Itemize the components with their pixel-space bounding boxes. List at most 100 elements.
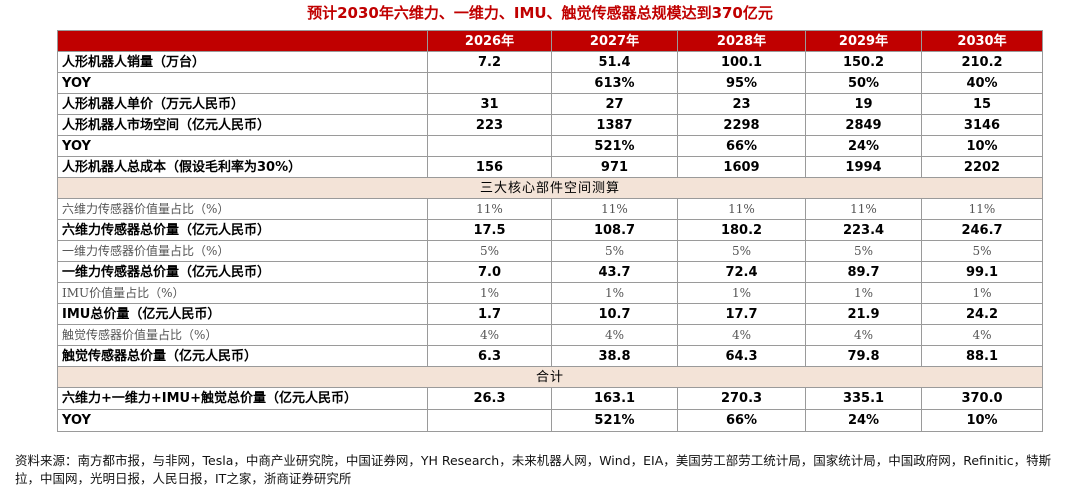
- source-note: 资料来源：南方都市报，与非网，Tesla，中商产业研究院，中国证券网，YH Re…: [15, 453, 1052, 486]
- table-cell: 31: [427, 93, 552, 115]
- table-cell: 4%: [551, 324, 678, 346]
- table-cell: 180.2: [677, 219, 806, 241]
- row-label: 人形机器人市场空间（亿元人民币）: [57, 114, 428, 136]
- table-row: 人形机器人单价（万元人民币） 31 27 23 19 15: [57, 93, 1043, 115]
- table-cell: 11%: [677, 198, 806, 220]
- table-cell: 1609: [677, 156, 806, 178]
- table-cell: 1%: [551, 282, 678, 304]
- table-row: 一维力传感器总价量（亿元人民币） 7.0 43.7 72.4 89.7 99.1: [57, 261, 1043, 283]
- table-cell: 1%: [427, 282, 552, 304]
- table-cell: 1%: [805, 282, 922, 304]
- row-label: 一维力传感器总价量（亿元人民币）: [57, 261, 428, 283]
- table-cell: 108.7: [551, 219, 678, 241]
- header-year: 2026年: [427, 30, 552, 52]
- table-row: 一维力传感器价值量占比（%） 5% 5% 5% 5% 5%: [57, 240, 1043, 262]
- table-cell: 11%: [551, 198, 678, 220]
- row-label: 触觉传感器价值量占比（%）: [57, 324, 428, 346]
- table-cell: 10%: [921, 409, 1043, 432]
- table-cell: 66%: [677, 409, 806, 432]
- table-cell: 2849: [805, 114, 922, 136]
- table-row: IMU总价量（亿元人民币） 1.7 10.7 17.7 21.9 24.2: [57, 303, 1043, 325]
- table-cell: 19: [805, 93, 922, 115]
- table-cell: 79.8: [805, 345, 922, 367]
- table-cell: 521%: [551, 135, 678, 157]
- table-cell: 4%: [677, 324, 806, 346]
- table-row: 六维力+一维力+IMU+触觉总价量（亿元人民币） 26.3 163.1 270.3 33…: [57, 387, 1043, 410]
- row-label: IMU价值量占比（%）: [57, 282, 428, 304]
- table-cell: 26.3: [427, 387, 552, 410]
- row-label: 人形机器人销量（万台）: [57, 51, 428, 73]
- header-year: 2029年: [805, 30, 922, 52]
- table-cell: 1.7: [427, 303, 552, 325]
- table-cell: 1%: [677, 282, 806, 304]
- table-cell: 2202: [921, 156, 1043, 178]
- table-cell: 17.5: [427, 219, 552, 241]
- table-row: 触觉传感器价值量占比（%） 4% 4% 4% 4% 4%: [57, 324, 1043, 346]
- row-label: 人形机器人单价（万元人民币）: [57, 93, 428, 115]
- table-cell: 335.1: [805, 387, 922, 410]
- table-cell: 1387: [551, 114, 678, 136]
- table-row: 触觉传感器总价量（亿元人民币） 6.3 38.8 64.3 79.8 88.1: [57, 345, 1043, 367]
- table-cell: 521%: [551, 409, 678, 432]
- row-label: 人形机器人总成本（假设毛利率为30%）: [57, 156, 428, 178]
- table-cell: 89.7: [805, 261, 922, 283]
- table-cell: 64.3: [677, 345, 806, 367]
- table-cell: 40%: [921, 72, 1043, 94]
- section-heading: 三大核心部件空间测算: [57, 177, 1043, 199]
- table-cell: 223.4: [805, 219, 922, 241]
- table-cell: 4%: [427, 324, 552, 346]
- table-cell: 72.4: [677, 261, 806, 283]
- table-cell: 5%: [427, 240, 552, 262]
- table-cell: 150.2: [805, 51, 922, 73]
- table-row: IMU价值量占比（%） 1% 1% 1% 1% 1%: [57, 282, 1043, 304]
- table-cell: 156: [427, 156, 552, 178]
- table-cell: 210.2: [921, 51, 1043, 73]
- row-label: YOY: [57, 135, 428, 157]
- table-row: YOY 521% 66% 24% 10%: [57, 135, 1043, 157]
- table-cell: [427, 72, 552, 94]
- table-cell: 15: [921, 93, 1043, 115]
- table-cell: 5%: [921, 240, 1043, 262]
- table-cell: [427, 135, 552, 157]
- table-cell: 5%: [805, 240, 922, 262]
- row-label: YOY: [57, 72, 428, 94]
- table-cell: 17.7: [677, 303, 806, 325]
- table-cell: 971: [551, 156, 678, 178]
- table-cell: 38.8: [551, 345, 678, 367]
- table-cell: 5%: [677, 240, 806, 262]
- row-label: 六维力+一维力+IMU+触觉总价量（亿元人民币）: [57, 387, 428, 410]
- table-cell: 24%: [805, 409, 922, 432]
- table-row: 人形机器人销量（万台） 7.2 51.4 100.1 150.2 210.2: [57, 51, 1043, 73]
- table-cell: 370.0: [921, 387, 1043, 410]
- table-cell: 7.0: [427, 261, 552, 283]
- table-cell: 11%: [805, 198, 922, 220]
- header-year: 2028年: [677, 30, 806, 52]
- header-row: 2026年 2027年 2028年 2029年 2030年: [57, 30, 1043, 52]
- table-cell: 88.1: [921, 345, 1043, 367]
- row-label: 触觉传感器总价量（亿元人民币）: [57, 345, 428, 367]
- table-cell: 5%: [551, 240, 678, 262]
- table-cell: 24.2: [921, 303, 1043, 325]
- table-cell: 223: [427, 114, 552, 136]
- table-cell: 3146: [921, 114, 1043, 136]
- table-cell: 613%: [551, 72, 678, 94]
- page-title: 预计2030年六维力、一维力、IMU、触觉传感器总规模达到370亿元: [307, 4, 773, 22]
- table-row: 六维力传感器总价量（亿元人民币） 17.5 108.7 180.2 223.4 246.7: [57, 219, 1043, 241]
- table-cell: 6.3: [427, 345, 552, 367]
- table-row: YOY 521% 66% 24% 10%: [57, 409, 1043, 432]
- table-cell: 270.3: [677, 387, 806, 410]
- table-cell: 1994: [805, 156, 922, 178]
- market-size-table: 2026年 2027年 2028年 2029年 2030年 人形机器人销量（万台…: [57, 30, 1043, 432]
- header-year: 2030年: [921, 30, 1043, 52]
- row-label: IMU总价量（亿元人民币）: [57, 303, 428, 325]
- table-cell: 10.7: [551, 303, 678, 325]
- table-cell: 2298: [677, 114, 806, 136]
- header-corner: [57, 30, 428, 52]
- table-row: 人形机器人总成本（假设毛利率为30%） 156 971 1609 1994 2202: [57, 156, 1043, 178]
- table-cell: 7.2: [427, 51, 552, 73]
- section-heading: 合计: [57, 366, 1043, 388]
- table-cell: 4%: [921, 324, 1043, 346]
- table-cell: 1%: [921, 282, 1043, 304]
- table-cell: 100.1: [677, 51, 806, 73]
- table-cell: 24%: [805, 135, 922, 157]
